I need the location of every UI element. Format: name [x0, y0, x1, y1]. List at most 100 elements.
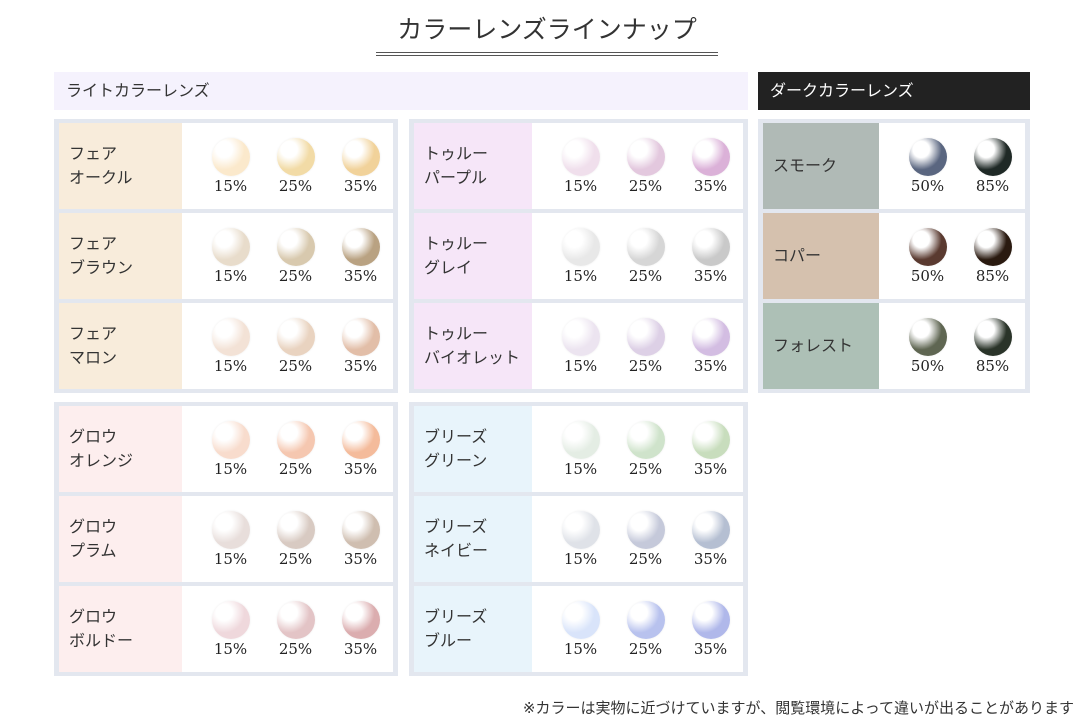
lens-row: ブリーズ グリーン 15% 25% 35%	[414, 406, 743, 492]
light-color-lens-header: ライトカラーレンズ	[54, 72, 748, 110]
lens-color-ball	[626, 510, 665, 549]
swatch-list: 15% 25% 35%	[182, 496, 393, 582]
swatch: 15%	[198, 586, 263, 672]
lens-color-ball	[691, 227, 730, 266]
swatch: 25%	[263, 123, 328, 209]
lens-color-ball	[276, 600, 315, 639]
swatch: 35%	[328, 213, 393, 299]
swatch: 25%	[263, 586, 328, 672]
lens-color-ball	[211, 600, 250, 639]
lens-row: ブリーズ ブルー 15% 25% 35%	[414, 586, 743, 672]
lens-color-ball	[691, 317, 730, 356]
tint-percent: 25%	[278, 176, 313, 195]
swatch: 35%	[328, 496, 393, 582]
lens-name: フェア ブラウン	[59, 213, 182, 299]
swatch-list: 15% 25% 35%	[532, 496, 743, 582]
lens-color-ball	[691, 600, 730, 639]
swatch: 50%	[895, 213, 960, 299]
lens-row: フォレスト 50% 85%	[763, 303, 1025, 389]
swatch: 25%	[263, 303, 328, 389]
swatch: 35%	[328, 123, 393, 209]
tint-percent: 50%	[910, 356, 945, 375]
lens-row: スモーク 50% 85%	[763, 123, 1025, 209]
lens-color-ball	[341, 317, 380, 356]
tint-percent: 15%	[213, 549, 248, 568]
group-dark: スモーク 50% 85% コパー 50% 85% フォレスト 50% 85%	[758, 119, 1030, 393]
lens-name: フォレスト	[763, 303, 879, 389]
tint-percent: 25%	[628, 356, 663, 375]
lens-color-ball	[626, 317, 665, 356]
swatch-list: 15% 25% 35%	[182, 123, 393, 209]
tint-percent: 35%	[693, 356, 728, 375]
lens-color-ball	[561, 510, 600, 549]
lens-color-ball	[561, 420, 600, 459]
lens-color-ball	[276, 420, 315, 459]
tint-percent: 15%	[213, 266, 248, 285]
lens-color-ball	[973, 317, 1012, 356]
lens-color-ball	[691, 420, 730, 459]
swatch: 15%	[548, 303, 613, 389]
swatch-list: 50% 85%	[879, 303, 1025, 389]
lens-color-ball	[276, 227, 315, 266]
swatch: 35%	[678, 303, 743, 389]
swatch: 35%	[678, 496, 743, 582]
lens-row: グロウ プラム 15% 25% 35%	[59, 496, 393, 582]
group-glow: グロウ オレンジ 15% 25% 35% グロウ プラム 15% 25% 35% グロウ ボルド…	[54, 402, 398, 676]
group-breeze: ブリーズ グリーン 15% 25% 35% ブリーズ ネイビー 15% 25% 35% ブリーズ…	[409, 402, 748, 676]
swatch: 15%	[198, 303, 263, 389]
swatch: 25%	[613, 406, 678, 492]
tint-percent: 35%	[343, 549, 378, 568]
tint-percent: 25%	[628, 176, 663, 195]
swatch: 15%	[198, 406, 263, 492]
tint-percent: 35%	[693, 639, 728, 658]
swatch: 35%	[678, 213, 743, 299]
tint-percent: 50%	[910, 176, 945, 195]
lens-name: ブリーズ ブルー	[414, 586, 532, 672]
dark-color-lens-header: ダークカラーレンズ	[758, 72, 1030, 110]
swatch-list: 15% 25% 35%	[182, 406, 393, 492]
lens-name: ブリーズ グリーン	[414, 406, 532, 492]
swatch: 15%	[548, 406, 613, 492]
tint-percent: 25%	[278, 266, 313, 285]
lens-color-ball	[691, 137, 730, 176]
lens-color-ball	[211, 227, 250, 266]
lens-row: フェア オークル 15% 25% 35%	[59, 123, 393, 209]
lens-color-ball	[276, 137, 315, 176]
tint-percent: 15%	[213, 639, 248, 658]
swatch: 15%	[548, 213, 613, 299]
swatch-list: 15% 25% 35%	[532, 213, 743, 299]
swatch-list: 15% 25% 35%	[532, 303, 743, 389]
tint-percent: 25%	[278, 356, 313, 375]
tint-percent: 35%	[343, 639, 378, 658]
group-true: トゥルー パープル 15% 25% 35% トゥルー グレイ 15% 25% 35% トゥルー …	[409, 119, 748, 393]
tint-percent: 15%	[563, 549, 598, 568]
swatch: 50%	[895, 303, 960, 389]
swatch-list: 15% 25% 35%	[532, 406, 743, 492]
lens-row: ブリーズ ネイビー 15% 25% 35%	[414, 496, 743, 582]
swatch: 15%	[198, 496, 263, 582]
tint-percent: 15%	[563, 356, 598, 375]
swatch: 15%	[198, 213, 263, 299]
swatch: 25%	[613, 496, 678, 582]
lens-name: コパー	[763, 213, 879, 299]
tint-percent: 25%	[628, 639, 663, 658]
tint-percent: 15%	[563, 266, 598, 285]
lens-row: フェア マロン 15% 25% 35%	[59, 303, 393, 389]
lens-row: コパー 50% 85%	[763, 213, 1025, 299]
tint-percent: 35%	[693, 266, 728, 285]
lens-row: フェア ブラウン 15% 25% 35%	[59, 213, 393, 299]
swatch: 25%	[613, 213, 678, 299]
swatch-list: 50% 85%	[879, 123, 1025, 209]
lens-color-ball	[691, 510, 730, 549]
lens-name: トゥルー パープル	[414, 123, 532, 209]
swatch: 35%	[328, 303, 393, 389]
tint-percent: 50%	[910, 266, 945, 285]
lens-color-ball	[341, 137, 380, 176]
lens-row: グロウ オレンジ 15% 25% 35%	[59, 406, 393, 492]
swatch: 25%	[613, 123, 678, 209]
lens-color-ball	[341, 420, 380, 459]
lens-name: フェア オークル	[59, 123, 182, 209]
lens-color-ball	[341, 510, 380, 549]
swatch: 35%	[678, 406, 743, 492]
lens-color-ball	[211, 137, 250, 176]
